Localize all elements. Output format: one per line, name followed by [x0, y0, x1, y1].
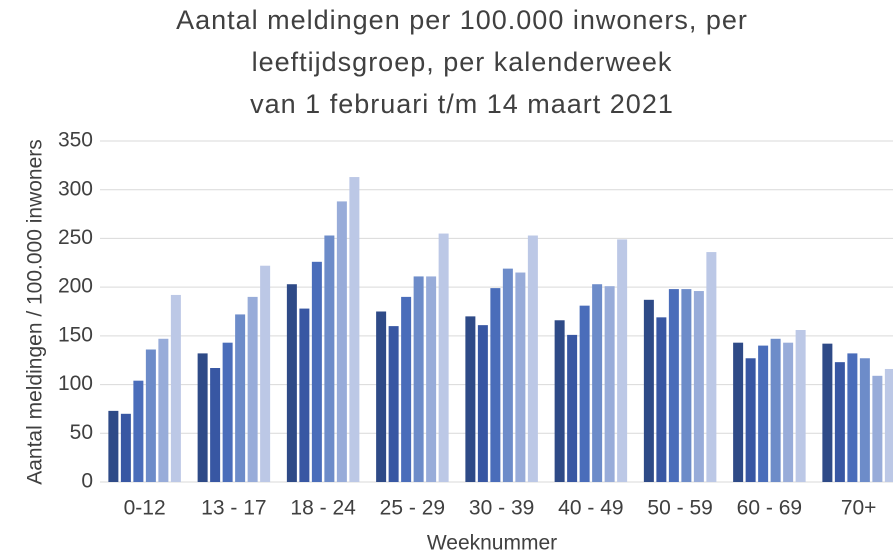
- bar: [222, 342, 233, 482]
- y-tick-label: 250: [58, 226, 93, 249]
- x-axis-label: Weeknummer: [427, 532, 557, 555]
- bar: [324, 235, 335, 482]
- bar: [120, 413, 131, 482]
- bar: [247, 296, 258, 482]
- bar: [349, 177, 360, 482]
- bar: [527, 235, 538, 482]
- y-tick-label: 150: [58, 323, 93, 346]
- bar: [592, 284, 603, 482]
- x-tick-label: 0-12: [124, 497, 166, 520]
- x-tick-label: 13 - 17: [201, 497, 266, 520]
- bar: [158, 338, 169, 482]
- bar: [490, 288, 501, 482]
- bar: [681, 289, 692, 482]
- x-tick-label: 25 - 29: [380, 497, 445, 520]
- bar: [515, 272, 526, 482]
- x-tick-label: 70+: [841, 497, 877, 520]
- bar: [388, 326, 399, 482]
- bar: [847, 353, 858, 482]
- bar: [884, 368, 893, 482]
- bar: [758, 345, 769, 482]
- y-tick-label: 200: [58, 275, 93, 298]
- bar: [668, 289, 679, 482]
- bar: [834, 362, 845, 482]
- bar: [567, 334, 578, 482]
- bar: [477, 325, 488, 482]
- bar: [656, 317, 667, 482]
- bar: [235, 314, 246, 482]
- bar: [210, 368, 221, 482]
- chart-title: van 1 februari t/m 14 maart 2021: [250, 89, 674, 119]
- chart-title: leeftijdsgroep, per kalenderweek: [252, 47, 673, 77]
- bar: [554, 320, 565, 482]
- bar: [145, 349, 156, 482]
- chart-title: Aantal meldingen per 100.000 inwoners, p…: [176, 5, 748, 35]
- bar: [795, 330, 806, 482]
- x-tick-label: 18 - 24: [290, 497, 356, 520]
- bar: [465, 316, 476, 482]
- bar: [502, 268, 513, 482]
- y-axis-label: Aantal meldingen / 100.000 inwoners: [24, 139, 47, 485]
- bar: [133, 380, 144, 482]
- bar: [260, 265, 271, 482]
- bar: [376, 311, 387, 482]
- bar: [311, 261, 322, 482]
- bar: [706, 252, 717, 482]
- x-tick-label: 40 - 49: [558, 497, 623, 520]
- bar: [197, 353, 208, 482]
- x-tick-label: 50 - 59: [647, 497, 712, 520]
- bar: [336, 201, 347, 483]
- bar: [604, 286, 615, 482]
- bar: [872, 375, 883, 482]
- bar: [733, 342, 744, 482]
- bar: [170, 294, 181, 482]
- bar: [299, 308, 310, 482]
- bar: [770, 338, 781, 482]
- bar: [859, 358, 870, 482]
- bar: [745, 358, 756, 482]
- x-tick-label: 60 - 69: [737, 497, 802, 520]
- y-tick-label: 300: [58, 177, 93, 200]
- bar: [617, 239, 628, 482]
- x-tick-label: 30 - 39: [469, 497, 534, 520]
- bar: [822, 343, 833, 482]
- bar: [579, 305, 590, 482]
- y-tick-label: 0: [81, 470, 93, 493]
- bar: [693, 291, 704, 482]
- bar: [438, 233, 449, 482]
- bar: [108, 410, 119, 482]
- bar: [401, 296, 412, 482]
- bar: [783, 342, 794, 482]
- y-tick-label: 100: [58, 372, 93, 395]
- y-tick-label: 50: [70, 421, 93, 444]
- bar: [413, 276, 424, 482]
- y-tick-label: 350: [58, 129, 93, 152]
- bar: [286, 284, 297, 482]
- bar: [643, 299, 654, 482]
- bar: [426, 276, 437, 482]
